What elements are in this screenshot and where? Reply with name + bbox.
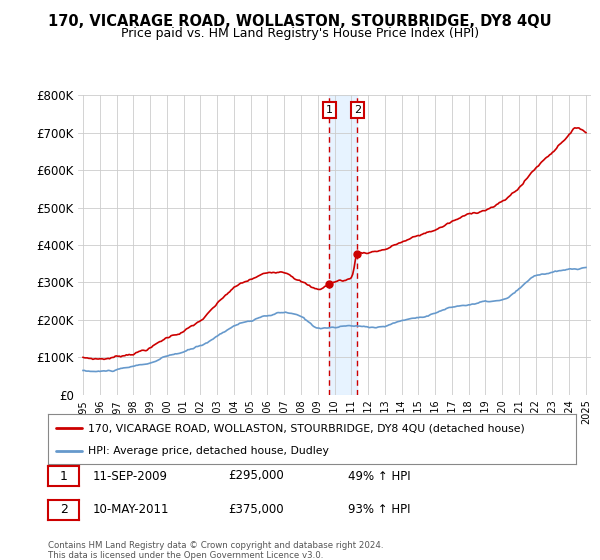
Text: 1: 1 [326,105,333,115]
Text: 10-MAY-2011: 10-MAY-2011 [93,503,170,516]
Text: 170, VICARAGE ROAD, WOLLASTON, STOURBRIDGE, DY8 4QU (detached house): 170, VICARAGE ROAD, WOLLASTON, STOURBRID… [88,423,524,433]
Text: 2: 2 [354,105,361,115]
Text: £295,000: £295,000 [228,469,284,483]
Bar [329,95,357,395]
Text: Price paid vs. HM Land Registry's House Price Index (HPI): Price paid vs. HM Land Registry's House … [121,27,479,40]
Text: HPI: Average price, detached house, Dudley: HPI: Average price, detached house, Dudl… [88,446,328,456]
Text: £375,000: £375,000 [228,503,284,516]
Text: 2: 2 [59,503,68,516]
Text: 1: 1 [59,469,68,483]
Text: 11-SEP-2009: 11-SEP-2009 [93,469,168,483]
Text: 93% ↑ HPI: 93% ↑ HPI [348,503,410,516]
Text: Contains HM Land Registry data © Crown copyright and database right 2024.
This d: Contains HM Land Registry data © Crown c… [48,541,383,560]
Text: 49% ↑ HPI: 49% ↑ HPI [348,469,410,483]
Text: 170, VICARAGE ROAD, WOLLASTON, STOURBRIDGE, DY8 4QU: 170, VICARAGE ROAD, WOLLASTON, STOURBRID… [48,14,552,29]
